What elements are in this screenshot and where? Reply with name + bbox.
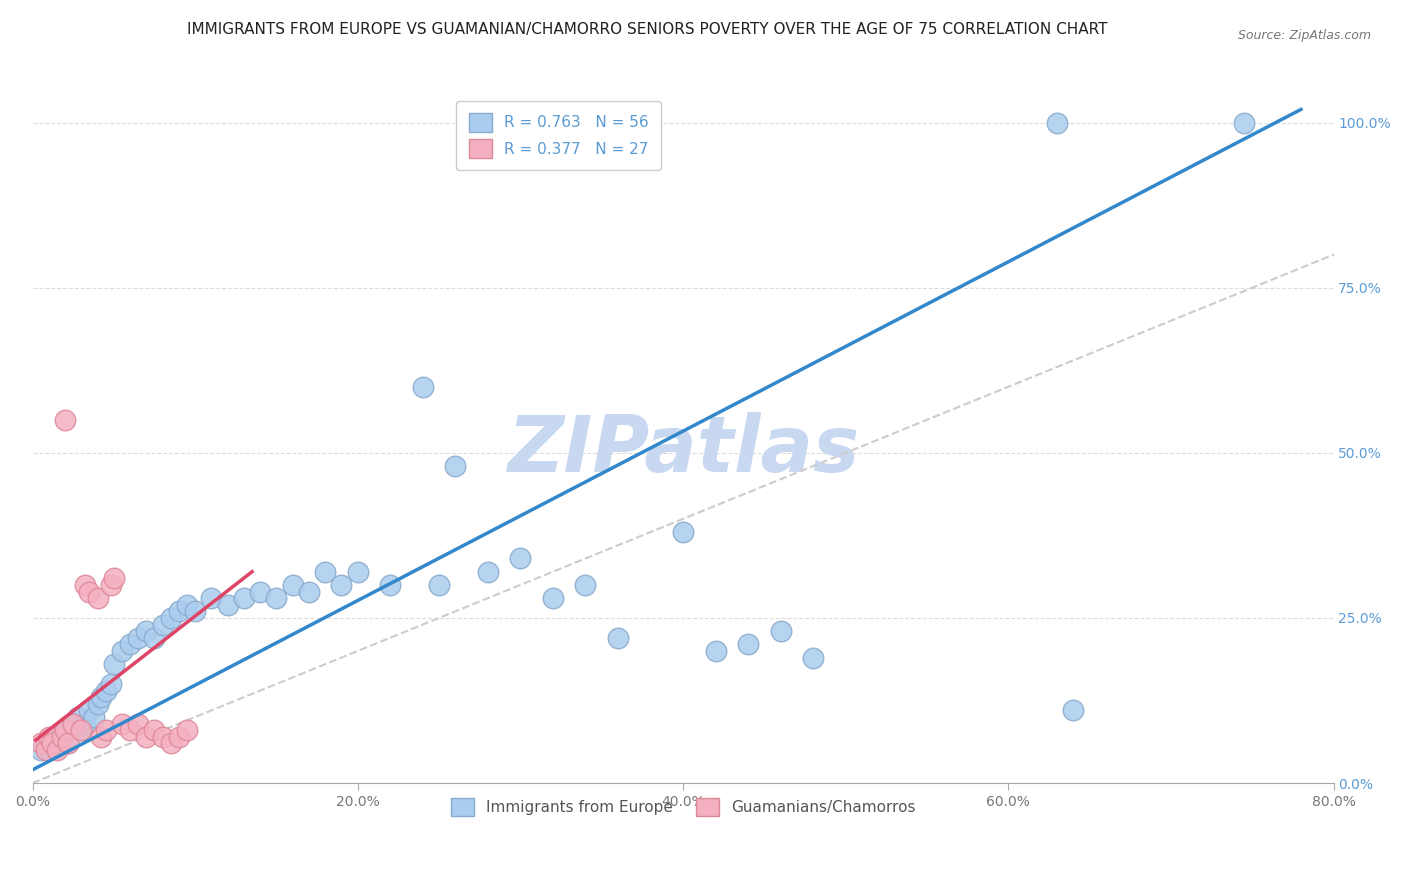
Point bbox=[135, 624, 157, 639]
Point bbox=[176, 723, 198, 738]
Point bbox=[127, 716, 149, 731]
Point bbox=[53, 413, 76, 427]
Point bbox=[541, 591, 564, 606]
Point bbox=[53, 723, 76, 738]
Point bbox=[83, 710, 105, 724]
Point bbox=[346, 565, 368, 579]
Point bbox=[100, 677, 122, 691]
Point bbox=[176, 598, 198, 612]
Point bbox=[34, 736, 56, 750]
Point bbox=[152, 730, 174, 744]
Point bbox=[86, 697, 108, 711]
Point bbox=[51, 730, 73, 744]
Point bbox=[249, 584, 271, 599]
Point bbox=[159, 611, 181, 625]
Point bbox=[90, 730, 112, 744]
Point bbox=[120, 723, 142, 738]
Point bbox=[427, 578, 450, 592]
Point bbox=[143, 631, 166, 645]
Point bbox=[30, 743, 52, 757]
Point bbox=[200, 591, 222, 606]
Point bbox=[135, 730, 157, 744]
Text: Source: ZipAtlas.com: Source: ZipAtlas.com bbox=[1237, 29, 1371, 42]
Legend: Immigrants from Europe, Guamanians/Chamorros: Immigrants from Europe, Guamanians/Chamo… bbox=[443, 790, 922, 824]
Point bbox=[444, 458, 467, 473]
Point bbox=[1062, 703, 1084, 717]
Point bbox=[45, 743, 67, 757]
Point bbox=[167, 730, 190, 744]
Point bbox=[152, 617, 174, 632]
Point bbox=[51, 730, 73, 744]
Point bbox=[111, 644, 134, 658]
Point bbox=[79, 703, 101, 717]
Point bbox=[769, 624, 792, 639]
Point bbox=[62, 716, 84, 731]
Point bbox=[45, 736, 67, 750]
Text: IMMIGRANTS FROM EUROPE VS GUAMANIAN/CHAMORRO SENIORS POVERTY OVER THE AGE OF 75 : IMMIGRANTS FROM EUROPE VS GUAMANIAN/CHAM… bbox=[187, 22, 1107, 37]
Point bbox=[62, 716, 84, 731]
Point bbox=[90, 690, 112, 705]
Point bbox=[53, 723, 76, 738]
Point bbox=[111, 716, 134, 731]
Point bbox=[266, 591, 288, 606]
Point bbox=[58, 736, 80, 750]
Point bbox=[79, 584, 101, 599]
Point bbox=[127, 631, 149, 645]
Point bbox=[30, 736, 52, 750]
Point bbox=[41, 736, 63, 750]
Point bbox=[70, 723, 93, 738]
Point bbox=[73, 716, 96, 731]
Point bbox=[801, 650, 824, 665]
Point bbox=[38, 743, 60, 757]
Point bbox=[477, 565, 499, 579]
Point bbox=[672, 525, 695, 540]
Point bbox=[412, 380, 434, 394]
Point bbox=[330, 578, 353, 592]
Point bbox=[100, 578, 122, 592]
Point bbox=[314, 565, 336, 579]
Point bbox=[86, 591, 108, 606]
Point bbox=[67, 710, 90, 724]
Point bbox=[70, 723, 93, 738]
Point bbox=[159, 736, 181, 750]
Point bbox=[34, 743, 56, 757]
Point bbox=[737, 637, 759, 651]
Point bbox=[94, 723, 117, 738]
Point bbox=[58, 736, 80, 750]
Point bbox=[38, 730, 60, 744]
Point bbox=[1046, 115, 1069, 129]
Point bbox=[509, 551, 531, 566]
Point bbox=[103, 657, 125, 672]
Point bbox=[574, 578, 596, 592]
Point bbox=[704, 644, 727, 658]
Point bbox=[184, 604, 207, 618]
Point bbox=[232, 591, 254, 606]
Point bbox=[73, 578, 96, 592]
Point bbox=[607, 631, 630, 645]
Point bbox=[1233, 115, 1256, 129]
Point bbox=[281, 578, 304, 592]
Point bbox=[143, 723, 166, 738]
Point bbox=[41, 730, 63, 744]
Point bbox=[380, 578, 402, 592]
Text: ZIPatlas: ZIPatlas bbox=[508, 412, 859, 488]
Point bbox=[298, 584, 321, 599]
Point bbox=[167, 604, 190, 618]
Point bbox=[217, 598, 239, 612]
Point bbox=[120, 637, 142, 651]
Point bbox=[103, 571, 125, 585]
Point bbox=[94, 683, 117, 698]
